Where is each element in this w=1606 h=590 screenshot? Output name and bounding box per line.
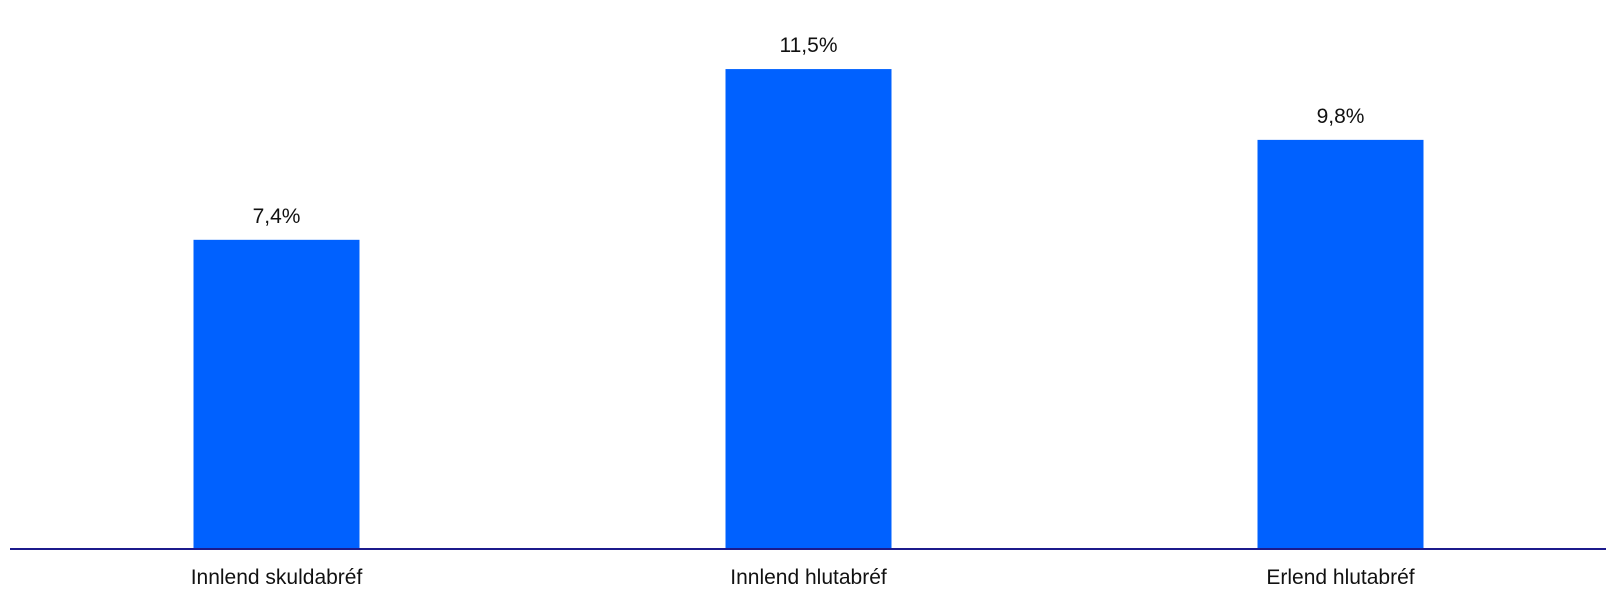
x-tick-label: Erlend hlutabréf xyxy=(1266,566,1414,589)
bar xyxy=(193,239,360,549)
data-label: 11,5% xyxy=(780,34,838,57)
bar xyxy=(725,69,892,549)
x-tick-label: Innlend skuldabréf xyxy=(191,566,363,589)
data-labels-group: 7,4% 11,5% 9,8% xyxy=(253,34,1365,228)
x-tick-labels-group: Innlend skuldabréf Innlend hlutabréf Erlen… xyxy=(191,566,1415,589)
x-tick-label: Innlend hlutabréf xyxy=(730,566,887,589)
data-label: 9,8% xyxy=(1317,105,1365,128)
bar xyxy=(1257,139,1424,548)
bars-group xyxy=(193,69,1424,549)
data-label: 7,4% xyxy=(253,205,301,228)
